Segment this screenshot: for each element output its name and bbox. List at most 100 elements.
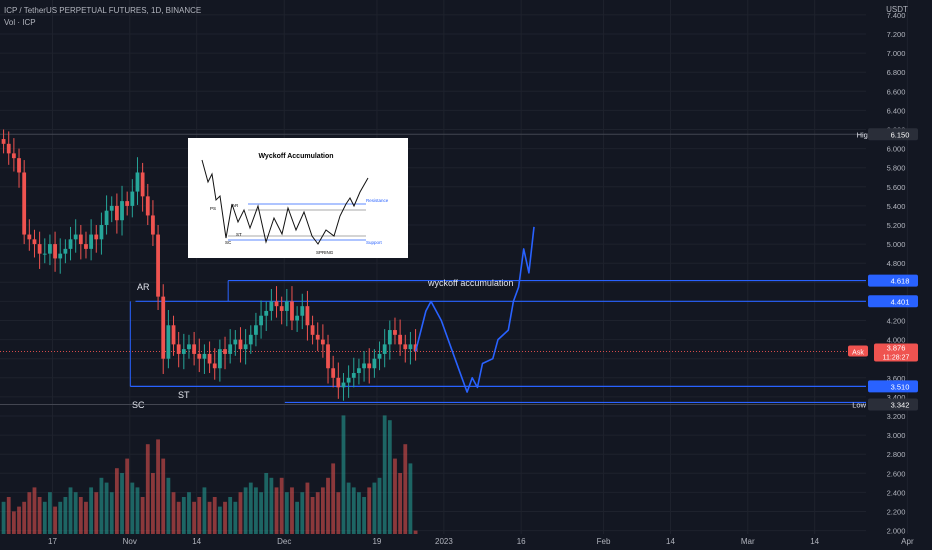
candle-body <box>48 244 52 254</box>
annotation-ar: AR <box>137 282 150 292</box>
projection-drawing <box>414 226 535 393</box>
time-tick-label: Nov <box>123 537 137 546</box>
candle-body <box>120 201 124 221</box>
candle-body <box>78 234 83 245</box>
candle-body <box>259 315 263 326</box>
candle-body <box>135 172 140 192</box>
candle-body <box>181 349 186 354</box>
price-tick-label: 3.200 <box>887 412 906 421</box>
candle-body <box>284 301 289 311</box>
volume-bar <box>243 487 248 534</box>
candle-body <box>367 363 372 369</box>
volume-bar <box>413 530 418 534</box>
candle-body <box>377 353 382 359</box>
volume-bar <box>145 444 150 534</box>
price-tick-label: 6.000 <box>887 145 906 154</box>
volume-bar <box>264 473 269 534</box>
candle-body <box>341 382 346 388</box>
volume-bar <box>217 506 222 534</box>
symbol-title[interactable]: ICP / TetherUS PERPETUAL FUTURES, 1D, BI… <box>4 6 202 15</box>
candle-body <box>382 344 387 354</box>
candle-body <box>176 344 181 354</box>
volume-bar <box>114 468 119 534</box>
price-tick-label: 6.800 <box>887 68 906 77</box>
candle-body <box>393 330 397 335</box>
currency-label: USDT <box>886 5 908 14</box>
volume-bar <box>207 501 212 534</box>
candle-body <box>53 244 57 259</box>
candle-body <box>326 344 330 369</box>
volume-bar <box>176 501 181 534</box>
volume-bar <box>233 501 238 534</box>
volume-bar <box>336 492 341 534</box>
level-tag: 4.401 <box>891 297 910 306</box>
candle-body <box>192 344 197 354</box>
time-tick-label: Apr <box>901 537 914 546</box>
candle-body <box>357 368 361 374</box>
volume-bar <box>248 482 253 534</box>
price-tick-label: 2.000 <box>887 527 906 536</box>
candle-body <box>248 334 253 345</box>
projection-path <box>414 226 535 393</box>
time-tick-label: 16 <box>517 537 526 546</box>
candle-body <box>42 253 47 255</box>
volume-bar <box>367 487 372 534</box>
volume-bar <box>151 473 155 534</box>
volume-bar <box>259 492 263 534</box>
volume-bar <box>48 492 52 534</box>
price-tick-label: 3.400 <box>887 393 906 402</box>
inset-label-sc: SC <box>225 240 232 245</box>
volume-bar <box>377 477 382 534</box>
volume-bar <box>351 487 356 534</box>
candle-body <box>207 353 212 364</box>
annotation-sc: SC <box>132 400 145 410</box>
volume-bar <box>17 506 21 534</box>
candle-body <box>125 201 130 206</box>
time-tick-label: 14 <box>192 537 201 546</box>
inset-label-st: ST <box>236 232 242 237</box>
low-tag: 3.342 <box>891 400 910 409</box>
ask-tag-bg <box>874 343 918 362</box>
candle-body <box>187 344 191 350</box>
level-tag-bg <box>868 295 918 308</box>
ask-label-bg <box>848 345 868 357</box>
candle-body <box>279 306 284 311</box>
volume-bar <box>140 497 145 534</box>
candle-body <box>315 334 320 340</box>
candle-body <box>351 373 356 378</box>
time-tick-label: 17 <box>48 537 57 546</box>
price-tick-label: 7.400 <box>887 11 906 20</box>
candle-body <box>269 301 274 311</box>
volume-indicator-label[interactable]: Vol · ICP <box>4 18 36 27</box>
volume-bar <box>99 477 104 534</box>
price-tick-label: 5.000 <box>887 240 906 249</box>
volume-bar <box>300 492 305 534</box>
volume-bar <box>42 501 47 534</box>
candle-body <box>398 334 403 345</box>
price-tick-label: 2.600 <box>887 469 906 478</box>
candle-body <box>1 139 6 144</box>
price-tags: 4.618 4.401 3.510 High 6.150 Low 3.342 3.876 11:… <box>848 128 918 411</box>
volume-bar <box>202 487 207 534</box>
time-axis[interactable]: 17Nov14Dec19202316Feb14Mar14Apr17May15 <box>48 537 932 546</box>
volume-bar <box>387 420 392 534</box>
price-tick-label: 3.000 <box>887 431 906 440</box>
price-tick-label: 6.600 <box>887 87 906 96</box>
candle-body <box>166 325 171 359</box>
price-axis[interactable]: USDT7.4007.2007.0006.8006.6006.4006.2006… <box>886 5 908 536</box>
time-tick-label: 14 <box>666 537 675 546</box>
annotation-st: ST <box>178 390 190 400</box>
candle-body <box>99 225 104 240</box>
volume-bar <box>212 497 217 534</box>
volume-bar <box>331 463 336 534</box>
volume-bar <box>104 482 109 534</box>
volume-bars <box>1 415 418 534</box>
volume-bar <box>290 487 294 534</box>
candle-body <box>254 325 258 335</box>
volume-bar <box>135 487 140 534</box>
candle-body <box>68 239 73 249</box>
volume-bar <box>269 477 274 534</box>
volume-bar <box>166 477 171 534</box>
volume-bar <box>171 492 176 534</box>
